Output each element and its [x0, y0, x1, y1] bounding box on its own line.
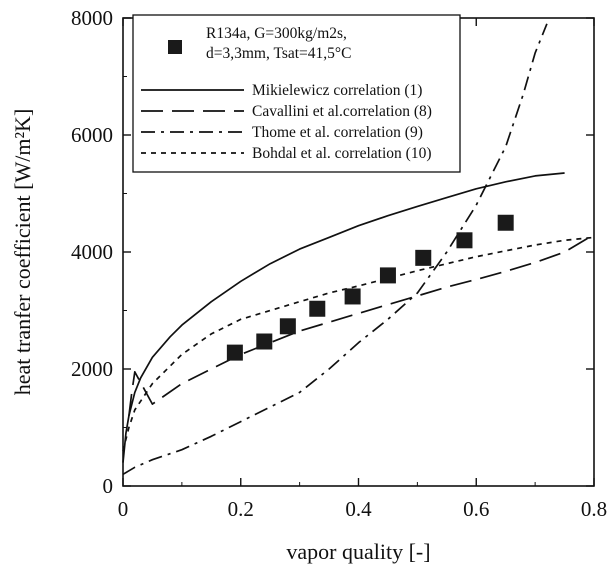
series-line — [122, 23, 548, 476]
data-point — [497, 214, 514, 231]
y-tick-label: 4000 — [71, 240, 113, 264]
data-point — [309, 300, 326, 317]
series-line — [128, 233, 595, 416]
x-tick-label: 0.2 — [228, 497, 254, 521]
data-point — [456, 232, 473, 249]
y-tick-label: 8000 — [71, 6, 113, 30]
data-point — [379, 267, 396, 284]
legend-entry-label: d=3,3mm, Tsat=41,5°C — [206, 45, 351, 62]
series-line — [122, 236, 595, 452]
legend-box — [132, 14, 461, 173]
x-tick-label: 0.4 — [345, 497, 372, 521]
x-axis-label: vapor quality [-] — [286, 539, 430, 564]
y-tick-label: 2000 — [71, 357, 113, 381]
data-point — [256, 333, 273, 350]
x-tick-labels: 0 0.2 0.4 0.6 0.8 — [118, 497, 607, 521]
legend-entry-label: R134a, G=300kg/m2s, — [206, 25, 347, 42]
x-tick-label: 0.6 — [463, 497, 489, 521]
legend-marker-square — [168, 40, 182, 54]
series-layer — [122, 23, 595, 476]
legend-entry-label: Bohdal et al. correlation (10) — [252, 145, 431, 162]
series-line — [122, 172, 565, 463]
data-point — [279, 318, 296, 335]
legend-entry-label: Cavallini et al.correlation (8) — [252, 103, 432, 120]
y-tick-label: 6000 — [71, 123, 113, 147]
legend: R134a, G=300kg/m2s, d=3,3mm, Tsat=41,5°C M… — [132, 14, 461, 173]
x-tick-label: 0 — [118, 497, 129, 521]
x-tick-label: 0.8 — [581, 497, 607, 521]
legend-entry-label: Mikielewicz correlation (1) — [252, 82, 422, 99]
data-point — [344, 288, 361, 305]
data-point — [415, 249, 432, 266]
y-axis-label: heat tranfer coefficient [W/m²K] — [10, 109, 35, 396]
legend-entry-label: Thome et al. correlation (9) — [252, 124, 423, 141]
data-point — [226, 344, 243, 361]
y-tick-labels: 0 2000 4000 6000 8000 — [71, 6, 113, 498]
y-tick-label: 0 — [103, 474, 114, 498]
